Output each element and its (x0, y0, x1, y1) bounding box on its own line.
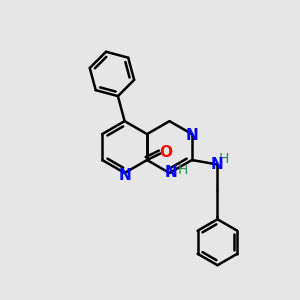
Text: H: H (178, 163, 188, 177)
Text: H: H (218, 152, 229, 166)
Text: O: O (159, 146, 172, 160)
Text: N: N (118, 167, 131, 182)
Text: N: N (165, 165, 177, 180)
Text: N: N (211, 157, 224, 172)
Text: N: N (186, 128, 198, 143)
